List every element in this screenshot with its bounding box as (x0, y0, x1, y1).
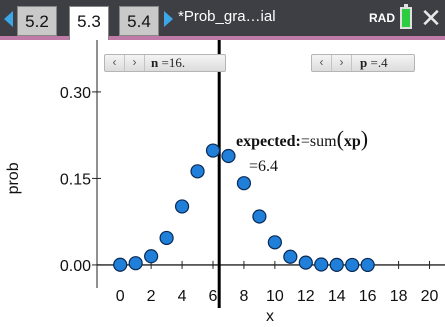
slider-n-label: n =16. (151, 55, 185, 71)
x-tick-label: 12 (297, 288, 315, 305)
data-point (298, 255, 313, 270)
data-point (174, 199, 190, 214)
data-point (345, 257, 360, 273)
graph-area[interactable]: 0.00 0.15 0.30 0 2 4 6 8 10 12 14 16 18 20 x prob ‹ › n… (0, 40, 445, 327)
tab-5-3[interactable]: 5.3 (69, 6, 109, 40)
slider-p-var: p (360, 55, 368, 70)
data-point (128, 256, 143, 271)
data-point (205, 143, 221, 158)
y-tick-label: 0.00 (60, 258, 91, 275)
angle-mode-label: RAD (369, 11, 395, 25)
chevron-left-icon[interactable]: ‹ (312, 55, 332, 71)
x-axis-label: x (266, 308, 274, 325)
slider-n-value: =16. (161, 55, 186, 70)
battery-icon (400, 4, 412, 29)
chevron-right-icon[interactable]: › (332, 55, 352, 71)
expected-formula[interactable]: expected:=sum(xp) (236, 126, 369, 151)
slider-p-label: p =.4 (360, 55, 388, 71)
slider-n-var: n (151, 55, 159, 70)
data-point (159, 230, 174, 246)
expected-value: =6.4 (249, 158, 279, 175)
document-arrow-icon[interactable] (164, 11, 173, 27)
data-point (283, 249, 298, 264)
data-point (314, 257, 329, 272)
data-point (144, 249, 159, 264)
x-tick-label: 0 (116, 288, 125, 305)
x-tick-label: 14 (328, 288, 346, 305)
data-point (221, 148, 236, 164)
data-point (329, 257, 344, 272)
x-tick-label: 6 (209, 288, 218, 305)
x-tick-label: 20 (421, 288, 439, 305)
x-tick-label: 18 (390, 288, 408, 305)
data-point (113, 257, 128, 272)
y-tick-label: 0.30 (60, 85, 91, 102)
data-point (267, 235, 282, 250)
data-point (360, 257, 375, 273)
chevron-left-icon[interactable]: ‹ (105, 55, 125, 71)
data-point (190, 164, 205, 179)
tab-5-4[interactable]: 5.4 (119, 6, 159, 36)
x-tick-label: 8 (239, 288, 248, 305)
x-tick-label: 16 (359, 288, 377, 305)
expected-arg: xp (343, 133, 361, 150)
slider-n[interactable]: ‹ › n =16. (104, 54, 226, 72)
x-tick-label: 2 (147, 288, 156, 305)
expected-label: expected: (236, 133, 301, 150)
previous-page-arrow-icon[interactable] (4, 11, 13, 27)
close-icon[interactable]: ✕ (420, 3, 442, 33)
expected-expr: =sum (300, 133, 337, 150)
tab-5-2[interactable]: 5.2 (17, 6, 57, 36)
slider-p[interactable]: ‹ › p =.4 (311, 54, 415, 72)
x-tick-label: 4 (178, 288, 187, 305)
data-point (252, 209, 267, 224)
document-title: *Prob_gra…ial (178, 8, 276, 25)
data-point (236, 176, 252, 191)
scatter-plot: 0.00 0.15 0.30 0 2 4 6 8 10 12 14 16 18 20 x prob (5, 40, 445, 325)
y-tick-label: 0.15 (60, 171, 91, 188)
x-tick-label: 10 (266, 288, 284, 305)
chevron-right-icon[interactable]: › (125, 55, 145, 71)
y-axis-label: prob (5, 162, 22, 194)
top-tab-bar: 5.2 5.3 5.4 *Prob_gra…ial RAD ✕ (0, 0, 445, 40)
slider-p-value: =.4 (370, 55, 388, 70)
